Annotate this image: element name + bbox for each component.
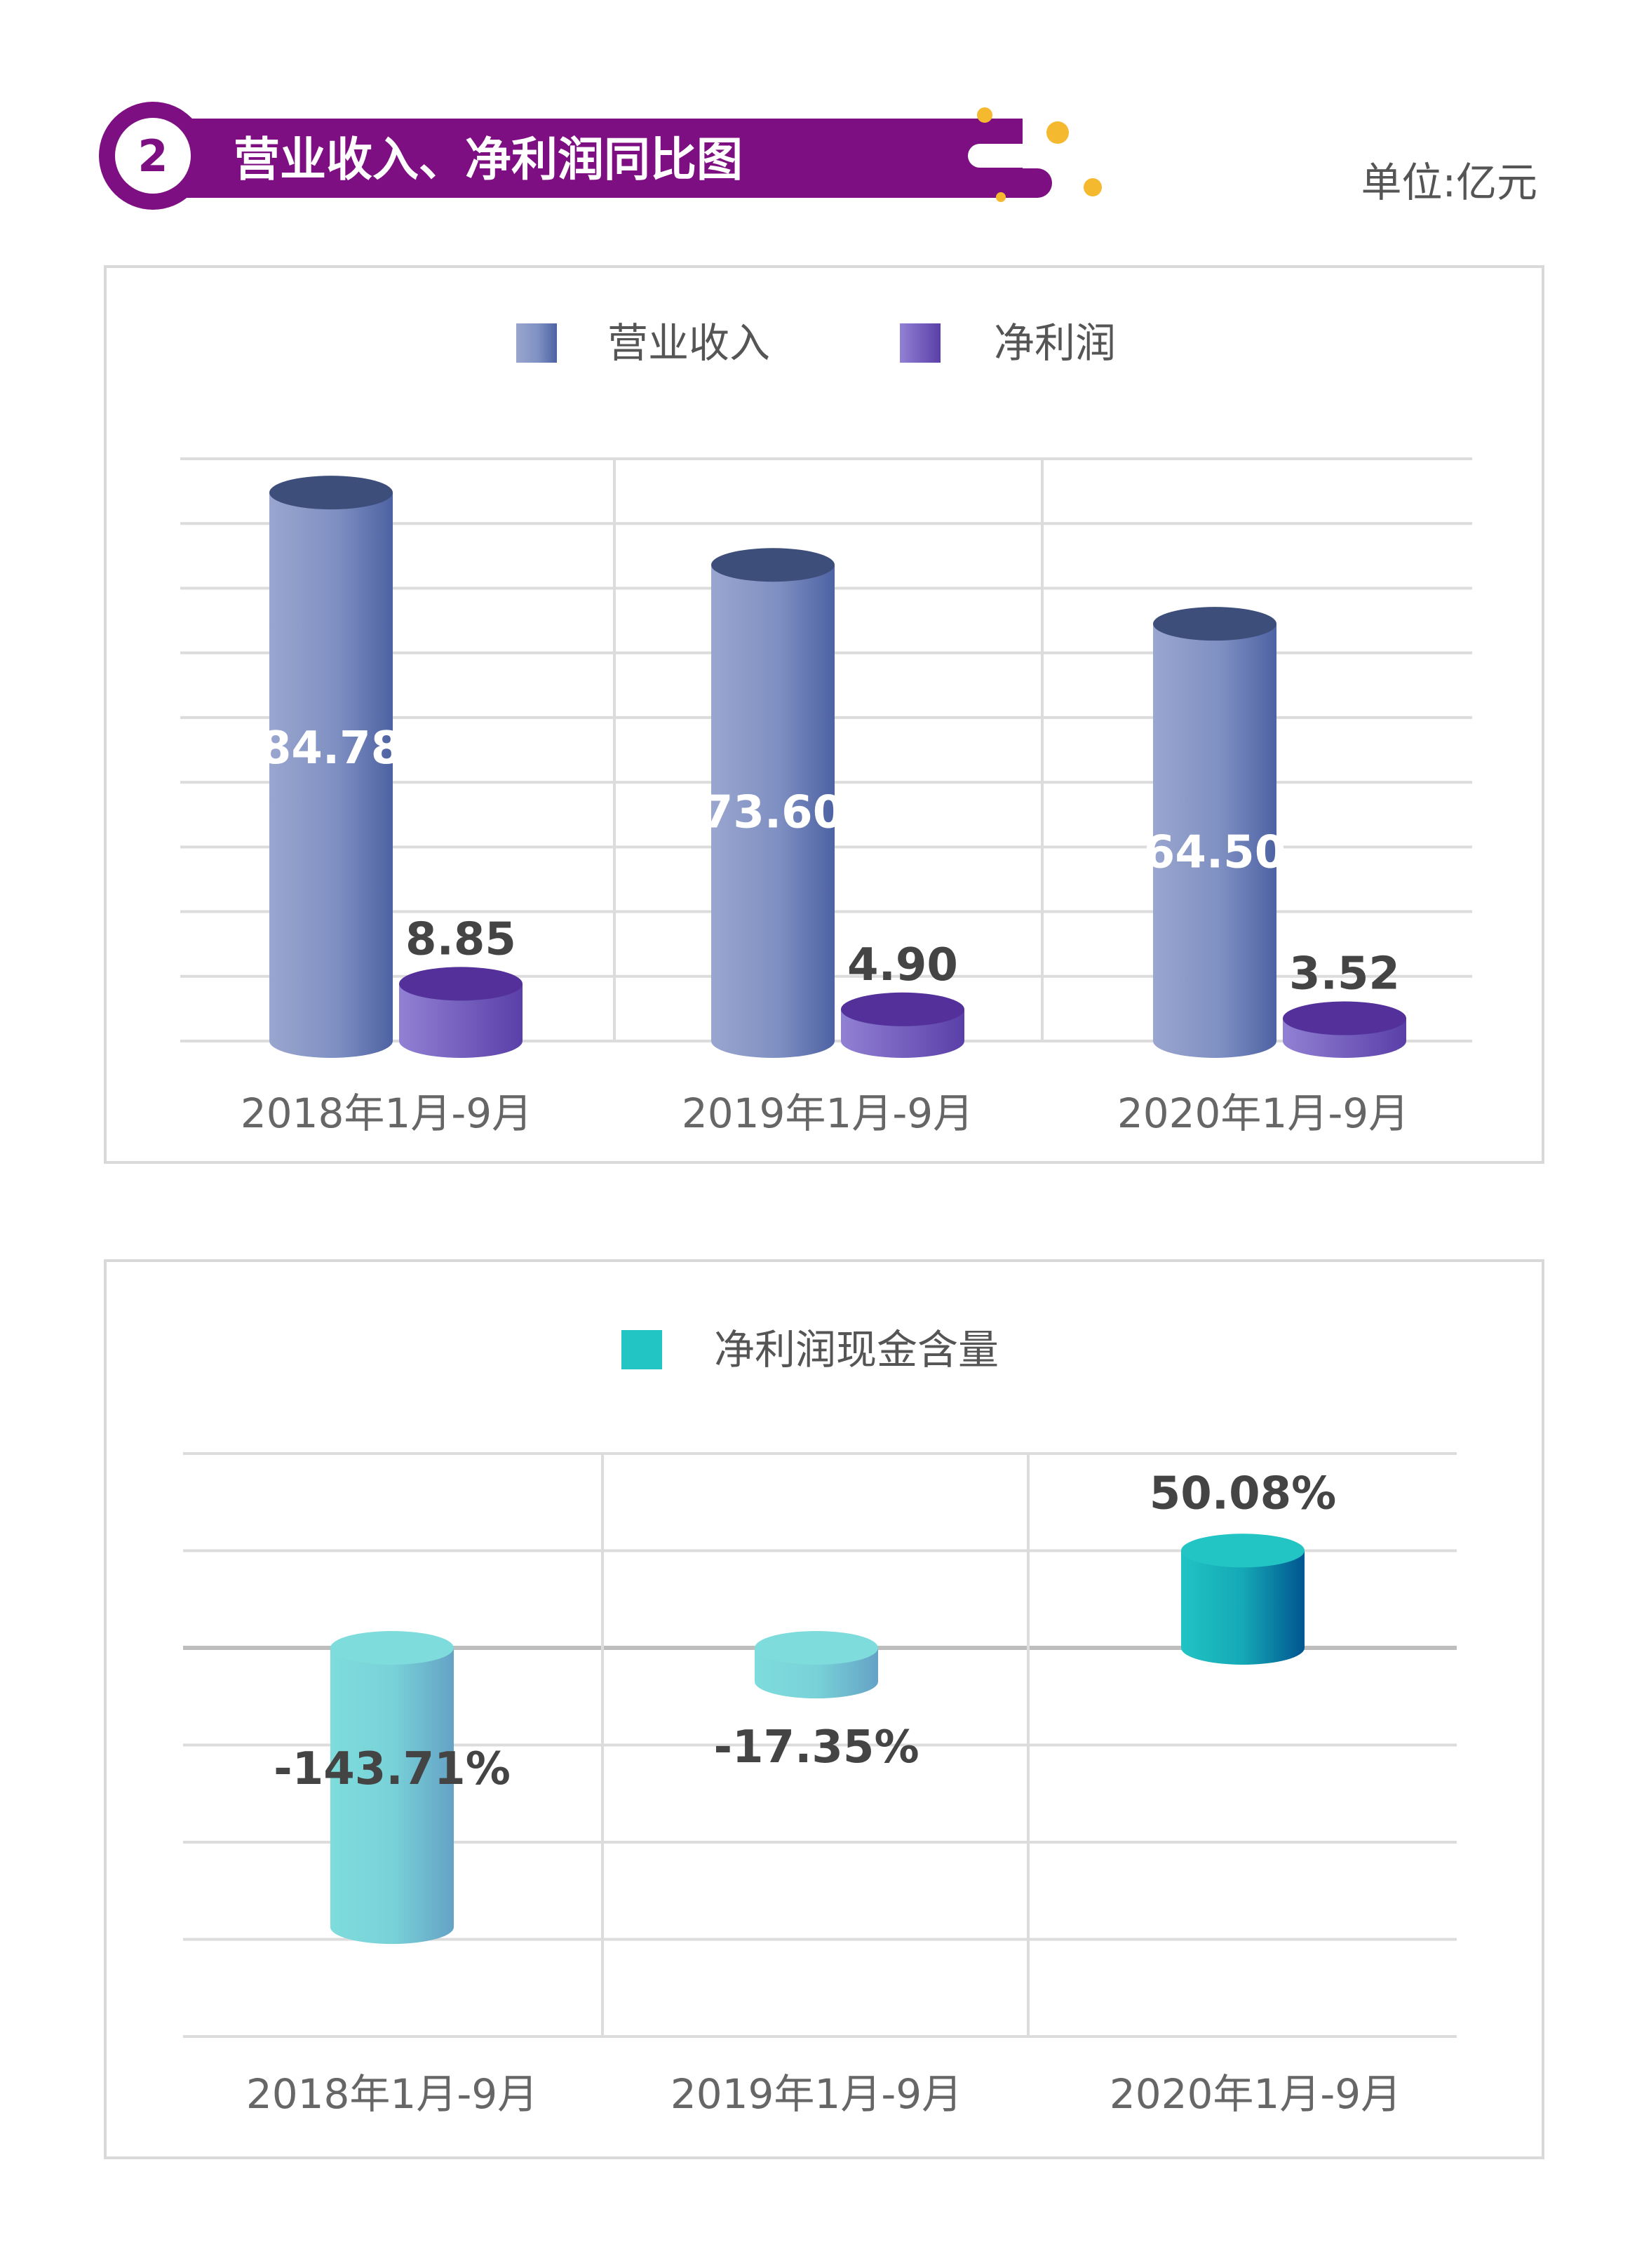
- bar-0-0: [269, 476, 393, 1058]
- legend-swatch: [621, 1330, 662, 1369]
- cylinder-body: [711, 565, 835, 1058]
- cylinder-top: [755, 1631, 878, 1665]
- unit-label: 单位:亿元: [1361, 159, 1537, 206]
- header-number: 2: [137, 130, 168, 182]
- bar-0-2: [1181, 1534, 1305, 1665]
- data-label: 3.52: [1289, 948, 1400, 1000]
- legend-swatch: [900, 323, 941, 363]
- cylinder-top: [711, 548, 835, 582]
- data-label: 8.85: [405, 913, 516, 965]
- category-label: 2020年1月-9月: [1117, 1089, 1409, 1137]
- bar-0-0: [330, 1631, 454, 1945]
- data-label: 64.50: [1144, 827, 1286, 879]
- header-band-tail: [975, 168, 1052, 198]
- cylinder-top: [1153, 607, 1276, 641]
- bar-0-1: [711, 548, 835, 1058]
- decor-dot: [996, 192, 1006, 202]
- category-label: 2018年1月-9月: [246, 2070, 538, 2118]
- category-label: 2020年1月-9月: [1110, 2070, 1401, 2118]
- header-band-notch: [968, 144, 1045, 168]
- cylinder-top: [1283, 1001, 1406, 1035]
- cylinder-body: [330, 1648, 454, 1945]
- bar-1-1: [841, 992, 964, 1058]
- legend-label: 营业收入: [607, 319, 770, 367]
- cylinder-top: [330, 1631, 454, 1665]
- category-label: 2019年1月-9月: [671, 2070, 962, 2118]
- cylinder-top: [269, 476, 393, 510]
- header-band-tail-top: [975, 119, 1020, 144]
- category-label: 2018年1月-9月: [241, 1089, 532, 1137]
- category-label: 2019年1月-9月: [682, 1089, 973, 1137]
- bar-1-2: [1283, 1001, 1406, 1058]
- bar-0-2: [1153, 607, 1276, 1058]
- decor-dot: [977, 107, 992, 123]
- data-label: 4.90: [847, 939, 958, 991]
- cylinder-top: [399, 967, 523, 1001]
- chart-frame: [104, 1259, 1544, 2159]
- data-label: 73.60: [702, 787, 844, 839]
- legend-label: 净利润: [994, 319, 1116, 367]
- legend-swatch: [516, 323, 557, 363]
- header-title: 营业收入、净利润同比图: [234, 133, 743, 187]
- section-header: 2 营业收入、净利润同比图 单位:亿元: [99, 102, 1537, 210]
- data-label: 50.08%: [1150, 1468, 1337, 1519]
- cylinder-body: [269, 492, 393, 1058]
- revenue-profit-chart: 营业收入 净利润 2018年1月-9月 2019年1月-9月 2020年1月-9月 84.…: [104, 265, 1544, 1164]
- bar-1-0: [399, 967, 523, 1058]
- cash-content-chart: 净利润现金含量 2018年1月-9月 2019年1月-9月 2020年1月-9月 -14…: [104, 1259, 1544, 2159]
- data-label: -17.35%: [713, 1722, 919, 1773]
- header-band: [153, 119, 1023, 198]
- data-label: 84.78: [260, 723, 402, 774]
- cylinder-top: [841, 992, 964, 1026]
- cylinder-top: [1181, 1534, 1305, 1568]
- header-number-inner: [115, 118, 191, 194]
- decor-dot: [1084, 178, 1102, 196]
- legend-label: 净利润现金含量: [714, 1326, 999, 1374]
- decor-dot: [1046, 121, 1069, 144]
- data-label: -143.71%: [274, 1743, 511, 1795]
- bar-0-1: [755, 1631, 878, 1699]
- cylinder-body: [399, 984, 523, 1058]
- cylinder-body: [1181, 1550, 1305, 1665]
- cylinder-body: [1153, 624, 1276, 1058]
